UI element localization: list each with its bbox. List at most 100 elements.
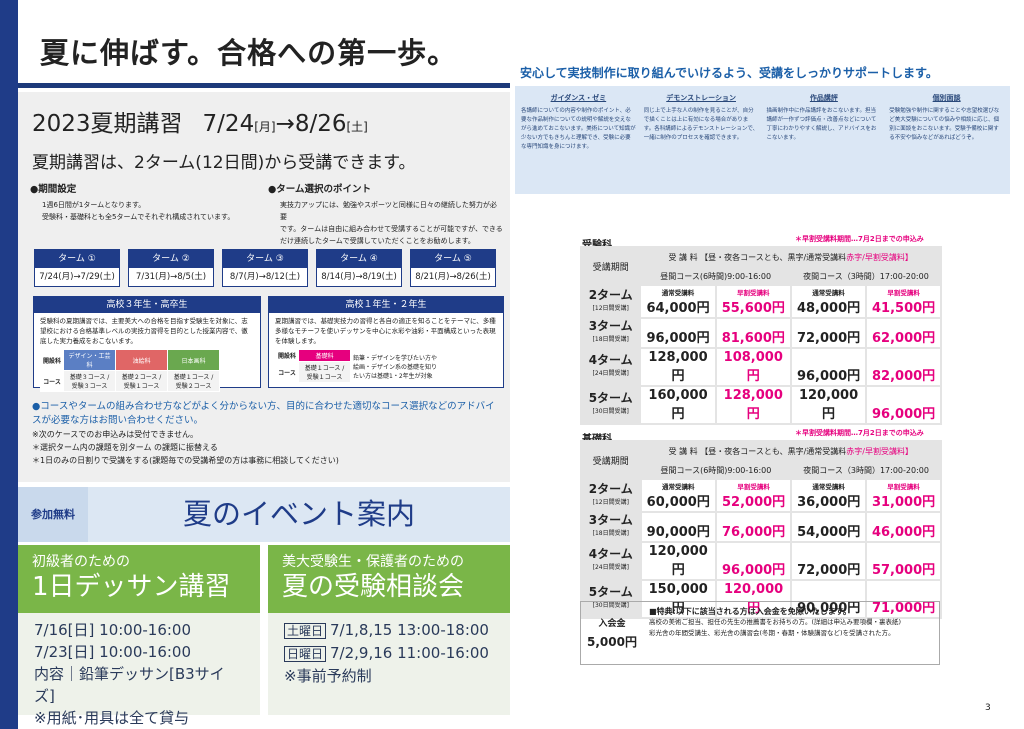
- price-value: 46,000円: [871, 525, 936, 540]
- price: 96,000円: [867, 387, 940, 423]
- term: ターム ③ 8/7(月)→8/12(土): [222, 249, 308, 287]
- price-value: 96,000円: [646, 331, 710, 346]
- row: コース 基礎１コース / 受験１コース: [274, 361, 441, 383]
- price: 62,000円: [867, 319, 940, 347]
- price-value: 36,000円: [797, 495, 861, 510]
- term-dates: 7/24(月)→7/29(土): [39, 272, 115, 282]
- support-text: 同じ上で上手な人の制作を見ることが、自分で描くことは上に有効になる場合があります…: [643, 108, 759, 141]
- price-value: 150,000円: [648, 582, 708, 616]
- row-label: 開設科: [274, 349, 300, 362]
- term-cell: 2ターム [12日間受講]: [582, 286, 640, 317]
- price-value: 31,000円: [871, 495, 936, 510]
- grade-table: 開設科 基礎科 鉛筆・デザインを学びたい方や絵画・デザイン系の基礎を知りたい方は基礎…: [274, 349, 442, 383]
- side-bar: [0, 0, 18, 729]
- table-note: ＊早割受講料期間…7月2日までの申込み: [795, 235, 924, 243]
- term-name: 3ターム: [588, 513, 633, 527]
- row-label: 開設科: [39, 349, 65, 371]
- price-value: 72,000円: [797, 563, 861, 578]
- notes: ●コースやタームの組み合わせ方などがよく分からない方、目的に合わせた適切なコース…: [32, 400, 502, 467]
- grade-table: 開設科 デザイン・工芸科 油絵科 日本画科 コース 基礎３コース / 受験３コース 基礎２コ…: [39, 349, 221, 392]
- support-heading: 安心して実技制作に取り組んでいけるよう、受講をしっかりサポートします。: [520, 66, 938, 80]
- price-kind: 通常受講料: [661, 289, 695, 297]
- price-value: 90,000円: [646, 525, 710, 540]
- row-label: コース: [39, 370, 65, 392]
- row: 5ターム [30日間受講] 160,000円 128,000円 120,000円 96,0…: [582, 387, 940, 423]
- price-kind: 早割受講料: [887, 289, 920, 297]
- course-end: →8/26: [275, 111, 347, 137]
- fee-header: 受 講 料 【昼・夜各コースとも、黒字/通常受講料赤字/早割受講料】: [641, 248, 940, 266]
- event-card: 美大受験生・保護者のための 夏の受験相談会 土曜日 7/1,8,15 13:00-18…: [268, 545, 510, 715]
- title-rule: [18, 83, 510, 88]
- event-tag: 土曜日: [284, 623, 327, 639]
- term: ターム ④ 8/14(月)→8/19(土): [316, 249, 402, 287]
- term-dates: 8/14(月)→8/19(土): [321, 272, 397, 282]
- entry-info: ■特典:以下に該当される方は入会金を免除いたします。 高校の美術ご担当、担任の先生…: [643, 602, 939, 664]
- price-value: 71,000円: [871, 601, 936, 616]
- price-value: 128,000円: [723, 388, 783, 422]
- price-value: 96,000円: [872, 407, 936, 422]
- price-kind: 通常受講料: [812, 289, 845, 297]
- event-body: 土曜日 7/1,8,15 13:00-18:00 日曜日 7/2,9,16 11:00…: [268, 613, 510, 693]
- term-name: 4ターム: [588, 353, 633, 367]
- subject: 日本画科: [167, 349, 221, 371]
- term-days: [30日間受講]: [592, 602, 629, 609]
- point-line: 1週6日間が1タームとなります。: [42, 201, 146, 209]
- support-title: デモンストレーション: [666, 94, 736, 102]
- term-days: [12日間受講]: [592, 304, 629, 312]
- term-name: 3ターム: [588, 319, 633, 333]
- subject-courses: 基礎２コース / 受験１コース: [115, 370, 169, 392]
- course-start: 7/24: [202, 111, 255, 137]
- price: 96,000円: [716, 543, 791, 579]
- term-name: 5ターム: [588, 391, 633, 405]
- subject-courses: 基礎１コース / 受験１コース: [298, 361, 352, 383]
- row: 4ターム [24日間受講] 120,000円 96,000円 72,000円 57,000…: [582, 543, 940, 579]
- term-name: 5ターム: [588, 585, 633, 599]
- terms: ターム ① 7/24(月)→7/29(土) ターム ② 7/31(月)→8/5(土) タ…: [34, 249, 496, 287]
- period-header: 受講期間: [582, 248, 640, 284]
- row: コース 基礎３コース / 受験３コース 基礎２コース / 受験１コース 基礎１コース …: [39, 370, 221, 392]
- price: 早割受講料 41,500円: [867, 286, 940, 317]
- term-name: 2ターム: [588, 287, 633, 302]
- support-column: 作品講評 描画制作中に作品講評をおこないます。担当講師が一作ずつ評価点・改善点など…: [767, 94, 882, 186]
- price: 通常受講料 60,000円: [641, 480, 715, 511]
- day-course: 昼間コース(6時間)9:00-16:00: [641, 462, 791, 478]
- support-column: ガイダンス・ゼミ 各講師についての内容や制作のポイント、必要な作品制作についての説…: [521, 94, 636, 186]
- table-name: 受験科: [582, 236, 612, 251]
- event-line: ※事前予約制: [284, 667, 372, 685]
- price: 160,000円: [641, 387, 715, 423]
- term-cell: 4ターム [24日間受講]: [582, 349, 640, 385]
- price: 早割受講料 55,600円: [716, 286, 790, 317]
- price: 81,600円: [716, 319, 790, 347]
- support-column: 個別面談 受験勉強や制作に関することや志望校選びなど美大受験についての悩みや相談に…: [889, 94, 1004, 186]
- page-number: 3: [985, 703, 991, 713]
- price: 128,000円: [641, 349, 715, 385]
- price-value: 52,000円: [722, 495, 786, 510]
- term-days: [12日間受講]: [592, 498, 629, 506]
- term-cell: 3ターム [18日間受講]: [582, 513, 640, 541]
- table-note: ＊早割受講料期間…7月2日までの申込み: [795, 429, 924, 437]
- event-time: 7/1,8,15 13:00-18:00: [330, 621, 489, 639]
- entry-line: 高校の美術ご担当、担任の先生の推薦書をお持ちの方。(詳細は申込み要項欄・裏表紙): [649, 618, 902, 626]
- price-value: 90,000円: [797, 601, 861, 616]
- support-text: 各講師についての内容や制作のポイント、必要な作品制作についての説明や解説を交えな…: [521, 108, 636, 150]
- price-value: 120,000円: [648, 544, 708, 578]
- page-title: 夏に伸ばす。合格への第一歩。: [40, 36, 458, 70]
- price: 120,000円: [716, 581, 791, 617]
- row: 2ターム [12日間受講] 通常受講料 64,000円 早割受講料 55,600円 通常受講…: [582, 286, 940, 317]
- price-value: 72,000円: [796, 331, 861, 346]
- row: 2ターム [12日間受講] 通常受講料 60,000円 早割受講料 52,000円 通常受講…: [582, 480, 940, 511]
- price: 46,000円: [867, 513, 940, 541]
- grade-text: 受験科の夏期講習では、主要美大への合格を目指す受験生を対象に、志望校における合格…: [40, 317, 248, 345]
- subject-courses: 基礎３コース / 受験３コース: [63, 370, 117, 392]
- price: 90,000円: [641, 513, 715, 541]
- point-heading: ●ターム選択のポイント: [268, 184, 372, 195]
- price-value: 82,000円: [872, 369, 936, 384]
- point: ●ターム選択のポイント 実技力アップには、勉強やスポーツと同様に日々の継続した努力…: [268, 184, 503, 247]
- night-course: 夜間コース（3時間）17:00-20:00: [791, 268, 940, 284]
- price: 128,000円: [716, 387, 790, 423]
- price-value: 76,000円: [722, 525, 786, 540]
- course-box: [18, 92, 510, 482]
- free-badge: 参加無料: [18, 487, 88, 542]
- grade-box: 高校１年生・２年生 夏期講習では、基礎実技力の習得と各自の適正を知ることをテーマに…: [268, 296, 504, 388]
- price-value: 64,000円: [646, 301, 710, 316]
